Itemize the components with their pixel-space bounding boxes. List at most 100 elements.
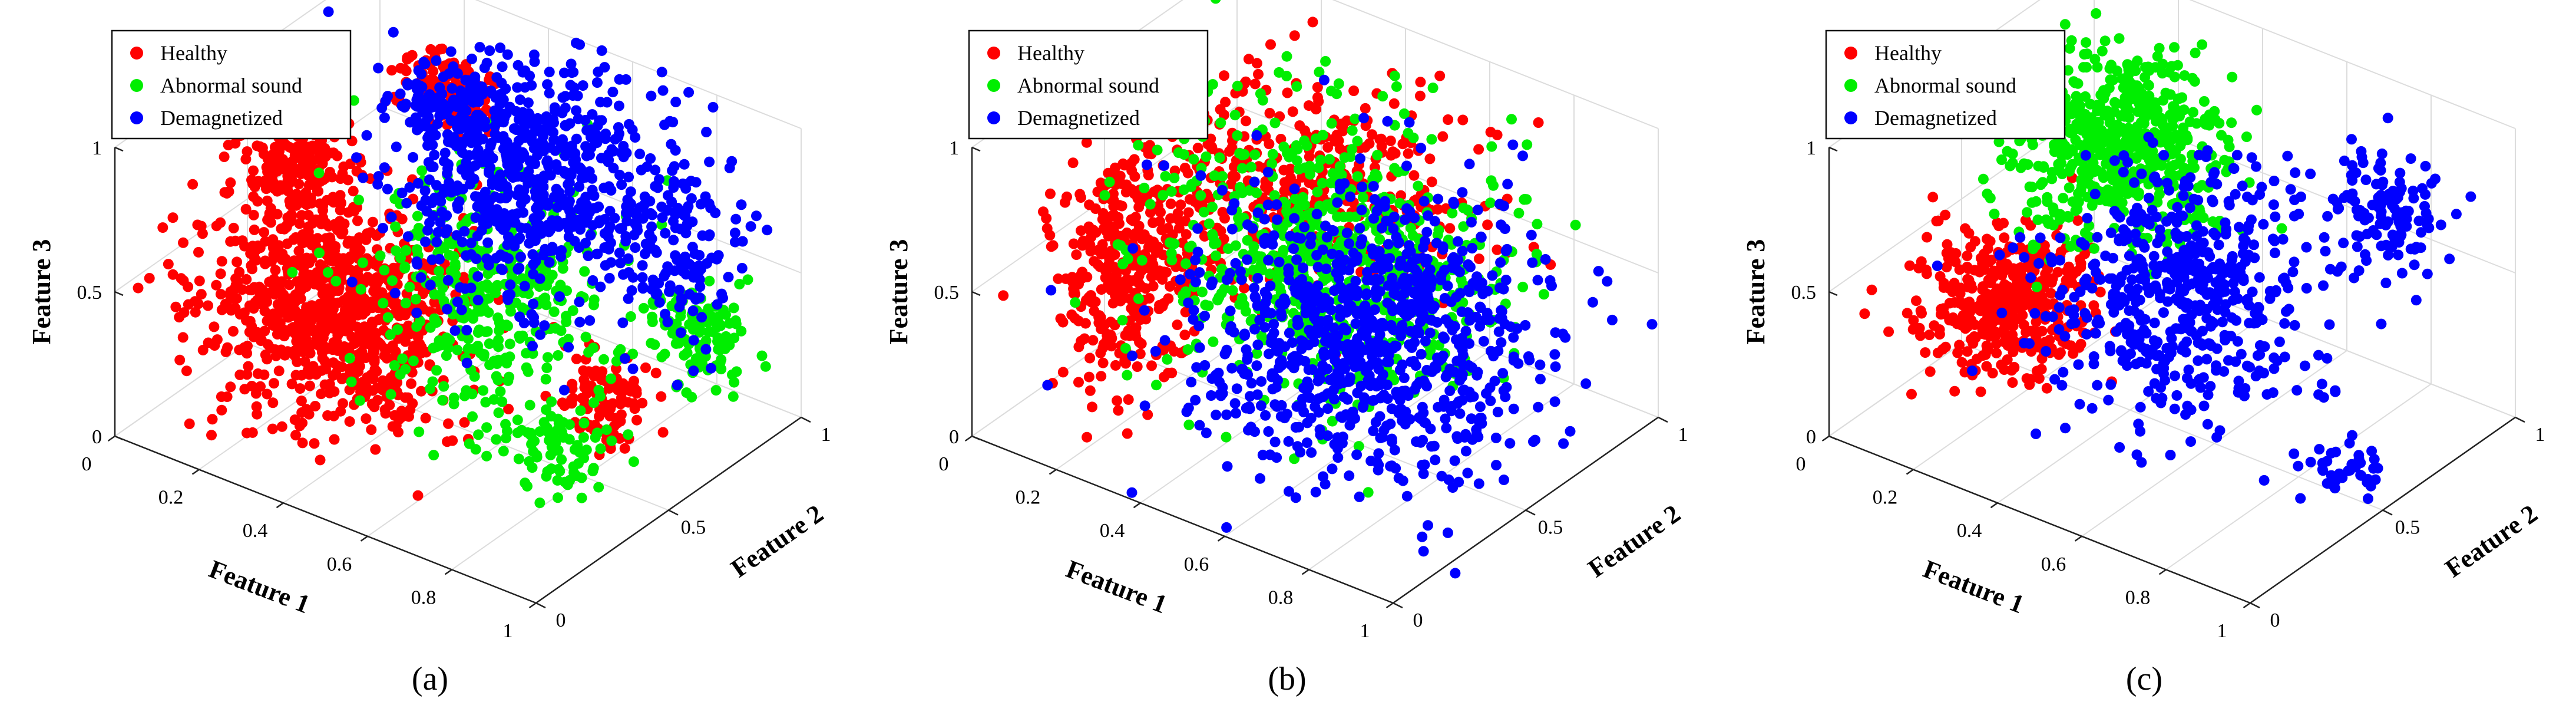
scatter-point	[1398, 373, 1410, 384]
scatter-point	[553, 464, 564, 475]
scatter-point	[1221, 346, 1232, 357]
scatter-point	[1203, 218, 1215, 229]
scatter-point	[656, 201, 667, 212]
scatter-point	[618, 151, 629, 163]
scatter-point	[1182, 344, 1193, 355]
scatter-point	[411, 256, 422, 267]
scatter-point	[293, 245, 305, 256]
scatter-point	[502, 239, 513, 251]
z-tick-mark	[114, 291, 124, 296]
scatter-point	[1300, 308, 1311, 319]
scatter-point	[1173, 223, 1185, 234]
scatter-point	[274, 304, 285, 315]
scatter-point	[1341, 228, 1353, 239]
scatter-point	[563, 342, 574, 353]
scatter-point	[495, 386, 506, 397]
scatter-point	[1241, 344, 1252, 355]
scatter-point	[334, 216, 345, 227]
scatter-point	[416, 344, 427, 355]
scatter-point	[1224, 146, 1235, 157]
scatter-point	[360, 328, 371, 340]
scatter-point	[670, 97, 682, 107]
scatter-point	[1175, 199, 1186, 210]
scatter-point	[745, 221, 756, 232]
scatter-point	[736, 263, 748, 274]
scatter-point	[1126, 214, 1137, 225]
scatter-point	[674, 284, 685, 295]
scatter-point	[1382, 116, 1393, 127]
scatter-point	[1313, 393, 1324, 404]
x-tick-label: 1	[503, 620, 513, 642]
scatter-point	[392, 324, 403, 335]
scatter-point	[425, 383, 436, 394]
scatter-point	[628, 398, 639, 409]
scatter-point	[405, 117, 416, 128]
scatter-point	[603, 240, 614, 252]
scatter-point	[631, 388, 642, 399]
scatter-point	[243, 361, 254, 372]
scatter-point	[1151, 247, 1162, 258]
scatter-point	[314, 248, 325, 258]
scatter-point	[476, 113, 487, 124]
scatter-point	[461, 170, 472, 181]
scatter-point	[346, 376, 357, 387]
scatter-point	[479, 304, 490, 315]
scatter-point	[1299, 222, 1310, 233]
scatter-point	[1215, 104, 1226, 115]
scatter-point	[529, 436, 540, 447]
scatter-point	[1606, 314, 1618, 325]
scatter-point	[593, 384, 604, 396]
scatter-point	[369, 357, 380, 368]
scatter-point	[598, 354, 609, 365]
scatter-point	[1215, 117, 1226, 128]
scatter-point	[728, 302, 739, 314]
scatter-point	[455, 85, 466, 96]
scatter-point	[342, 296, 353, 307]
scatter-point	[251, 401, 262, 412]
scatter-point	[1457, 114, 1469, 126]
scatter-point	[362, 229, 373, 240]
scatter-point	[715, 357, 726, 368]
scatter-point	[279, 331, 290, 342]
scatter-point	[1420, 236, 1430, 247]
scatter-point	[1526, 229, 1537, 240]
scatter-point	[1295, 447, 1306, 458]
scatter-point	[703, 303, 714, 314]
scatter-point	[396, 411, 408, 423]
scatter-point	[290, 430, 301, 441]
scatter-point	[616, 179, 627, 190]
scatter-point	[355, 386, 366, 397]
scatter-point	[249, 224, 260, 235]
scatter-point	[416, 165, 428, 176]
scatter-point	[514, 262, 525, 274]
scatter-point	[1106, 341, 1117, 352]
scatter-point	[1281, 71, 1292, 81]
scatter-point	[664, 286, 674, 297]
scatter-point	[616, 409, 627, 420]
scatter-point	[1105, 317, 1116, 328]
scatter-point	[275, 182, 285, 193]
scatter-point	[646, 90, 657, 101]
scatter-point	[358, 172, 369, 183]
y-tick-label: 0.5	[681, 517, 706, 539]
scatter-point	[1144, 293, 1155, 304]
scatter-point	[1194, 420, 1205, 431]
scatter-point	[225, 177, 236, 188]
scatter-point	[1136, 255, 1148, 266]
scatter-point	[547, 215, 558, 226]
scatter-point	[286, 298, 297, 309]
scatter-point	[703, 198, 715, 209]
scatter-point	[246, 285, 257, 296]
scatter-point	[447, 435, 458, 446]
x-tick-mark	[107, 435, 115, 442]
scatter-point	[690, 353, 702, 364]
scatter-point	[1426, 176, 1437, 187]
scatter-point	[316, 388, 327, 400]
scatter-point	[348, 202, 359, 213]
scatter-point	[574, 317, 586, 328]
scatter-point	[1646, 319, 1658, 330]
scatter-point	[1416, 143, 1427, 154]
scatter-point	[1593, 266, 1604, 277]
scatter-point	[603, 231, 614, 242]
scatter-point	[595, 97, 606, 108]
